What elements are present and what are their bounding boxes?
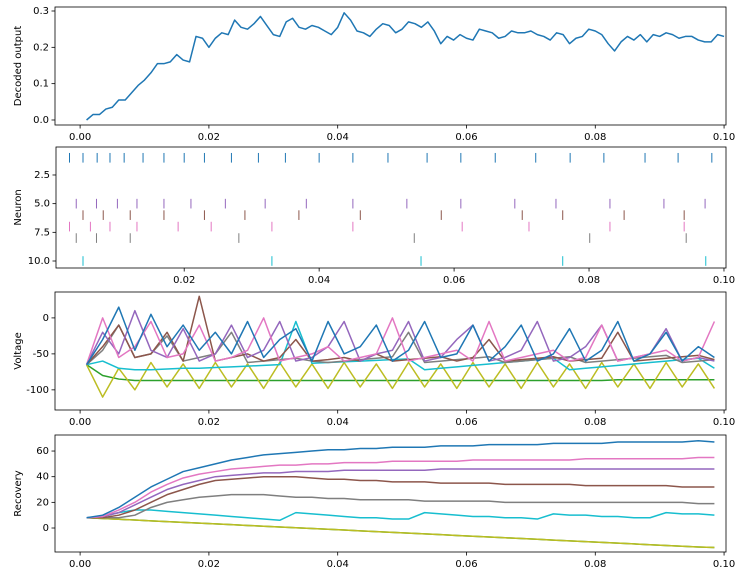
y-tick-label: 0.3 — [33, 6, 49, 17]
y-tick-label: 40 — [36, 472, 49, 483]
series-line — [85, 361, 716, 398]
x-tick-label: 0.10 — [713, 132, 735, 143]
series-line — [85, 317, 716, 365]
x-tick-label: 0.02 — [173, 275, 195, 286]
series-line — [86, 440, 715, 519]
x-tick-label: 0.10 — [713, 275, 735, 286]
x-tick-label: 0.10 — [713, 417, 735, 428]
y-tick-label: 20 — [36, 497, 49, 508]
x-tick-label: 0.06 — [455, 132, 477, 143]
series-line — [85, 306, 715, 366]
x-tick-label: 0.08 — [584, 132, 606, 143]
x-tick-label: 0.10 — [713, 559, 735, 570]
x-tick-label: 0.04 — [327, 417, 349, 428]
y-tick-label: 10.0 — [28, 256, 50, 267]
x-tick-label: 0.06 — [443, 275, 465, 286]
y-tick-label: 0 — [43, 523, 49, 534]
x-tick-label: 0.02 — [198, 417, 220, 428]
y-tick-label: 0 — [43, 313, 49, 324]
series-line — [86, 364, 715, 382]
y-axis-label: Voltage — [13, 332, 24, 370]
series-line — [86, 320, 715, 371]
x-tick-label: 0.00 — [69, 559, 91, 570]
y-axis-label: Neuron — [13, 189, 24, 225]
series-line — [86, 468, 715, 519]
x-tick-label: 0.02 — [198, 132, 220, 143]
y-axis-label: Decoded output — [13, 26, 24, 107]
axes-frame — [55, 146, 727, 269]
y-tick-label: 0.1 — [33, 79, 49, 90]
x-tick-label: 0.04 — [327, 132, 349, 143]
y-tick-label: -50 — [33, 349, 49, 360]
y-axis-label: Recovery — [13, 470, 24, 516]
series-line — [86, 509, 715, 522]
series-line — [86, 493, 715, 519]
series-line — [86, 517, 715, 549]
x-tick-label: 0.08 — [584, 559, 606, 570]
x-tick-label: 0.00 — [69, 132, 91, 143]
x-tick-label: 0.06 — [455, 559, 477, 570]
x-tick-label: 0.04 — [308, 275, 330, 286]
series-line — [86, 456, 715, 519]
y-tick-label: 0.0 — [33, 115, 49, 126]
series-line — [86, 324, 715, 366]
y-tick-label: 7.5 — [34, 227, 50, 238]
series-line — [86, 12, 725, 121]
y-tick-label: 60 — [36, 446, 49, 457]
y-tick-label: 5.0 — [34, 199, 50, 210]
x-tick-label: 0.06 — [455, 417, 477, 428]
axes-frame — [54, 291, 727, 411]
y-tick-label: 2.5 — [34, 170, 50, 181]
x-tick-label: 0.08 — [584, 417, 606, 428]
y-tick-label: -100 — [26, 385, 49, 396]
axes-frame — [54, 6, 727, 126]
x-tick-label: 0.00 — [69, 417, 91, 428]
y-tick-label: 0.2 — [33, 42, 49, 53]
series-line — [86, 475, 715, 519]
axes-frame — [54, 434, 727, 553]
x-tick-label: 0.02 — [198, 559, 220, 570]
series-line — [85, 295, 715, 366]
x-tick-label: 0.08 — [578, 275, 600, 286]
x-tick-label: 0.04 — [327, 559, 349, 570]
